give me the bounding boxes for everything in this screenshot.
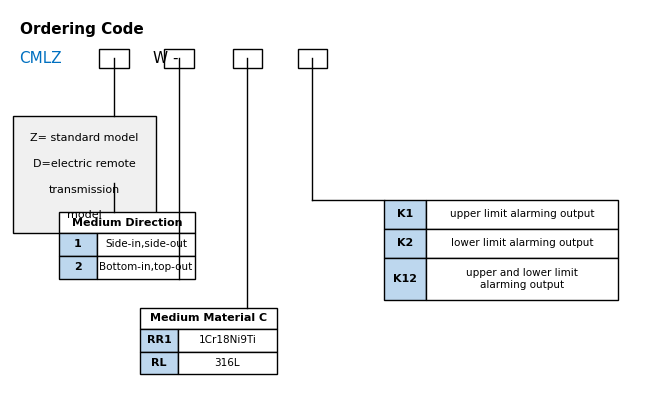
Text: upper limit alarming output: upper limit alarming output [450, 209, 594, 219]
Text: D=electric remote: D=electric remote [33, 159, 136, 169]
Text: RR1: RR1 [146, 335, 171, 345]
Bar [59, 212, 195, 233]
Bar [178, 352, 277, 374]
Bar [140, 308, 277, 329]
Bar [384, 229, 426, 258]
Text: upper and lower limit
alarming output: upper and lower limit alarming output [466, 268, 578, 290]
Bar [384, 200, 426, 229]
Bar [13, 116, 156, 233]
Bar [59, 233, 97, 256]
Text: Bottom-in,top-out: Bottom-in,top-out [100, 262, 193, 272]
Text: RL: RL [151, 358, 167, 368]
Text: K1: K1 [397, 209, 413, 219]
Text: lower limit alarming output: lower limit alarming output [451, 238, 594, 248]
Text: K2: K2 [397, 238, 413, 248]
Text: model: model [67, 210, 102, 220]
Text: Medium Material C: Medium Material C [150, 313, 267, 323]
Bar [140, 329, 178, 352]
Text: transmission: transmission [49, 185, 120, 195]
Text: Ordering Code: Ordering Code [20, 22, 143, 37]
Bar [97, 233, 195, 256]
Text: W -: W - [153, 51, 178, 66]
Bar [99, 49, 129, 67]
Text: Medium Direction: Medium Direction [72, 218, 182, 228]
Bar [59, 256, 97, 279]
Bar [426, 229, 618, 258]
Text: K12: K12 [393, 274, 417, 284]
Text: Side-in,side-out: Side-in,side-out [105, 239, 187, 250]
Bar [97, 256, 195, 279]
Bar [426, 200, 618, 229]
Text: Z= standard model: Z= standard model [31, 133, 139, 143]
Bar [140, 352, 178, 374]
Bar [233, 49, 262, 67]
Bar [384, 258, 426, 300]
Bar [426, 258, 618, 300]
Text: 316L: 316L [215, 358, 240, 368]
Text: 1Cr18Ni9Ti: 1Cr18Ni9Ti [199, 335, 256, 345]
Text: 1: 1 [74, 239, 81, 250]
Bar [298, 49, 327, 67]
Bar [164, 49, 194, 67]
Text: CMLZ: CMLZ [20, 51, 62, 66]
Bar [178, 329, 277, 352]
Text: 2: 2 [74, 262, 81, 272]
